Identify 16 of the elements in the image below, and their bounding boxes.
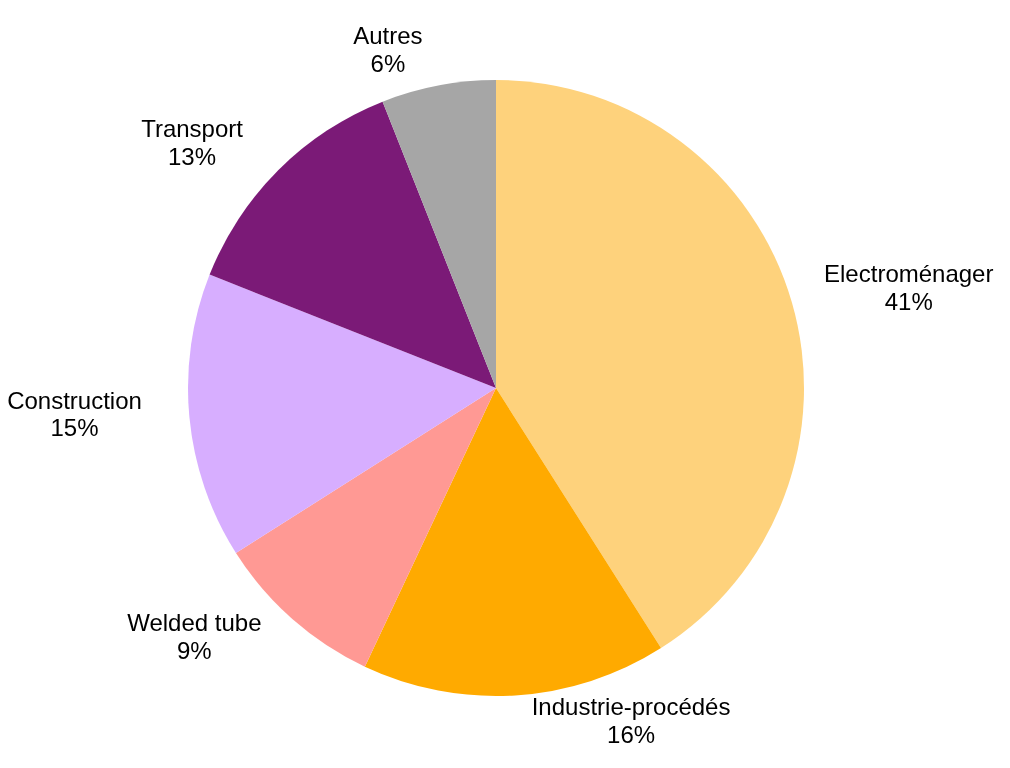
data-label: 6% — [370, 49, 406, 77]
slice-label: Construction — [7, 386, 142, 414]
slice-label: Electroménager — [824, 260, 994, 288]
slice-label: Autres — [353, 22, 423, 50]
data-label: 41% — [884, 288, 933, 316]
data-label: 15% — [50, 414, 99, 442]
data-label: 9% — [177, 636, 212, 664]
pie-slice — [496, 80, 804, 649]
pie-slice — [382, 80, 496, 388]
pie-slice — [188, 274, 496, 554]
pie-slice — [364, 388, 662, 696]
slice-label: Welded tube — [127, 609, 262, 637]
data-label: 13% — [168, 143, 217, 171]
slice-label: Industrie-procédés — [531, 693, 731, 721]
data-label: 16% — [607, 720, 656, 748]
slice-label: Transport — [141, 115, 244, 143]
